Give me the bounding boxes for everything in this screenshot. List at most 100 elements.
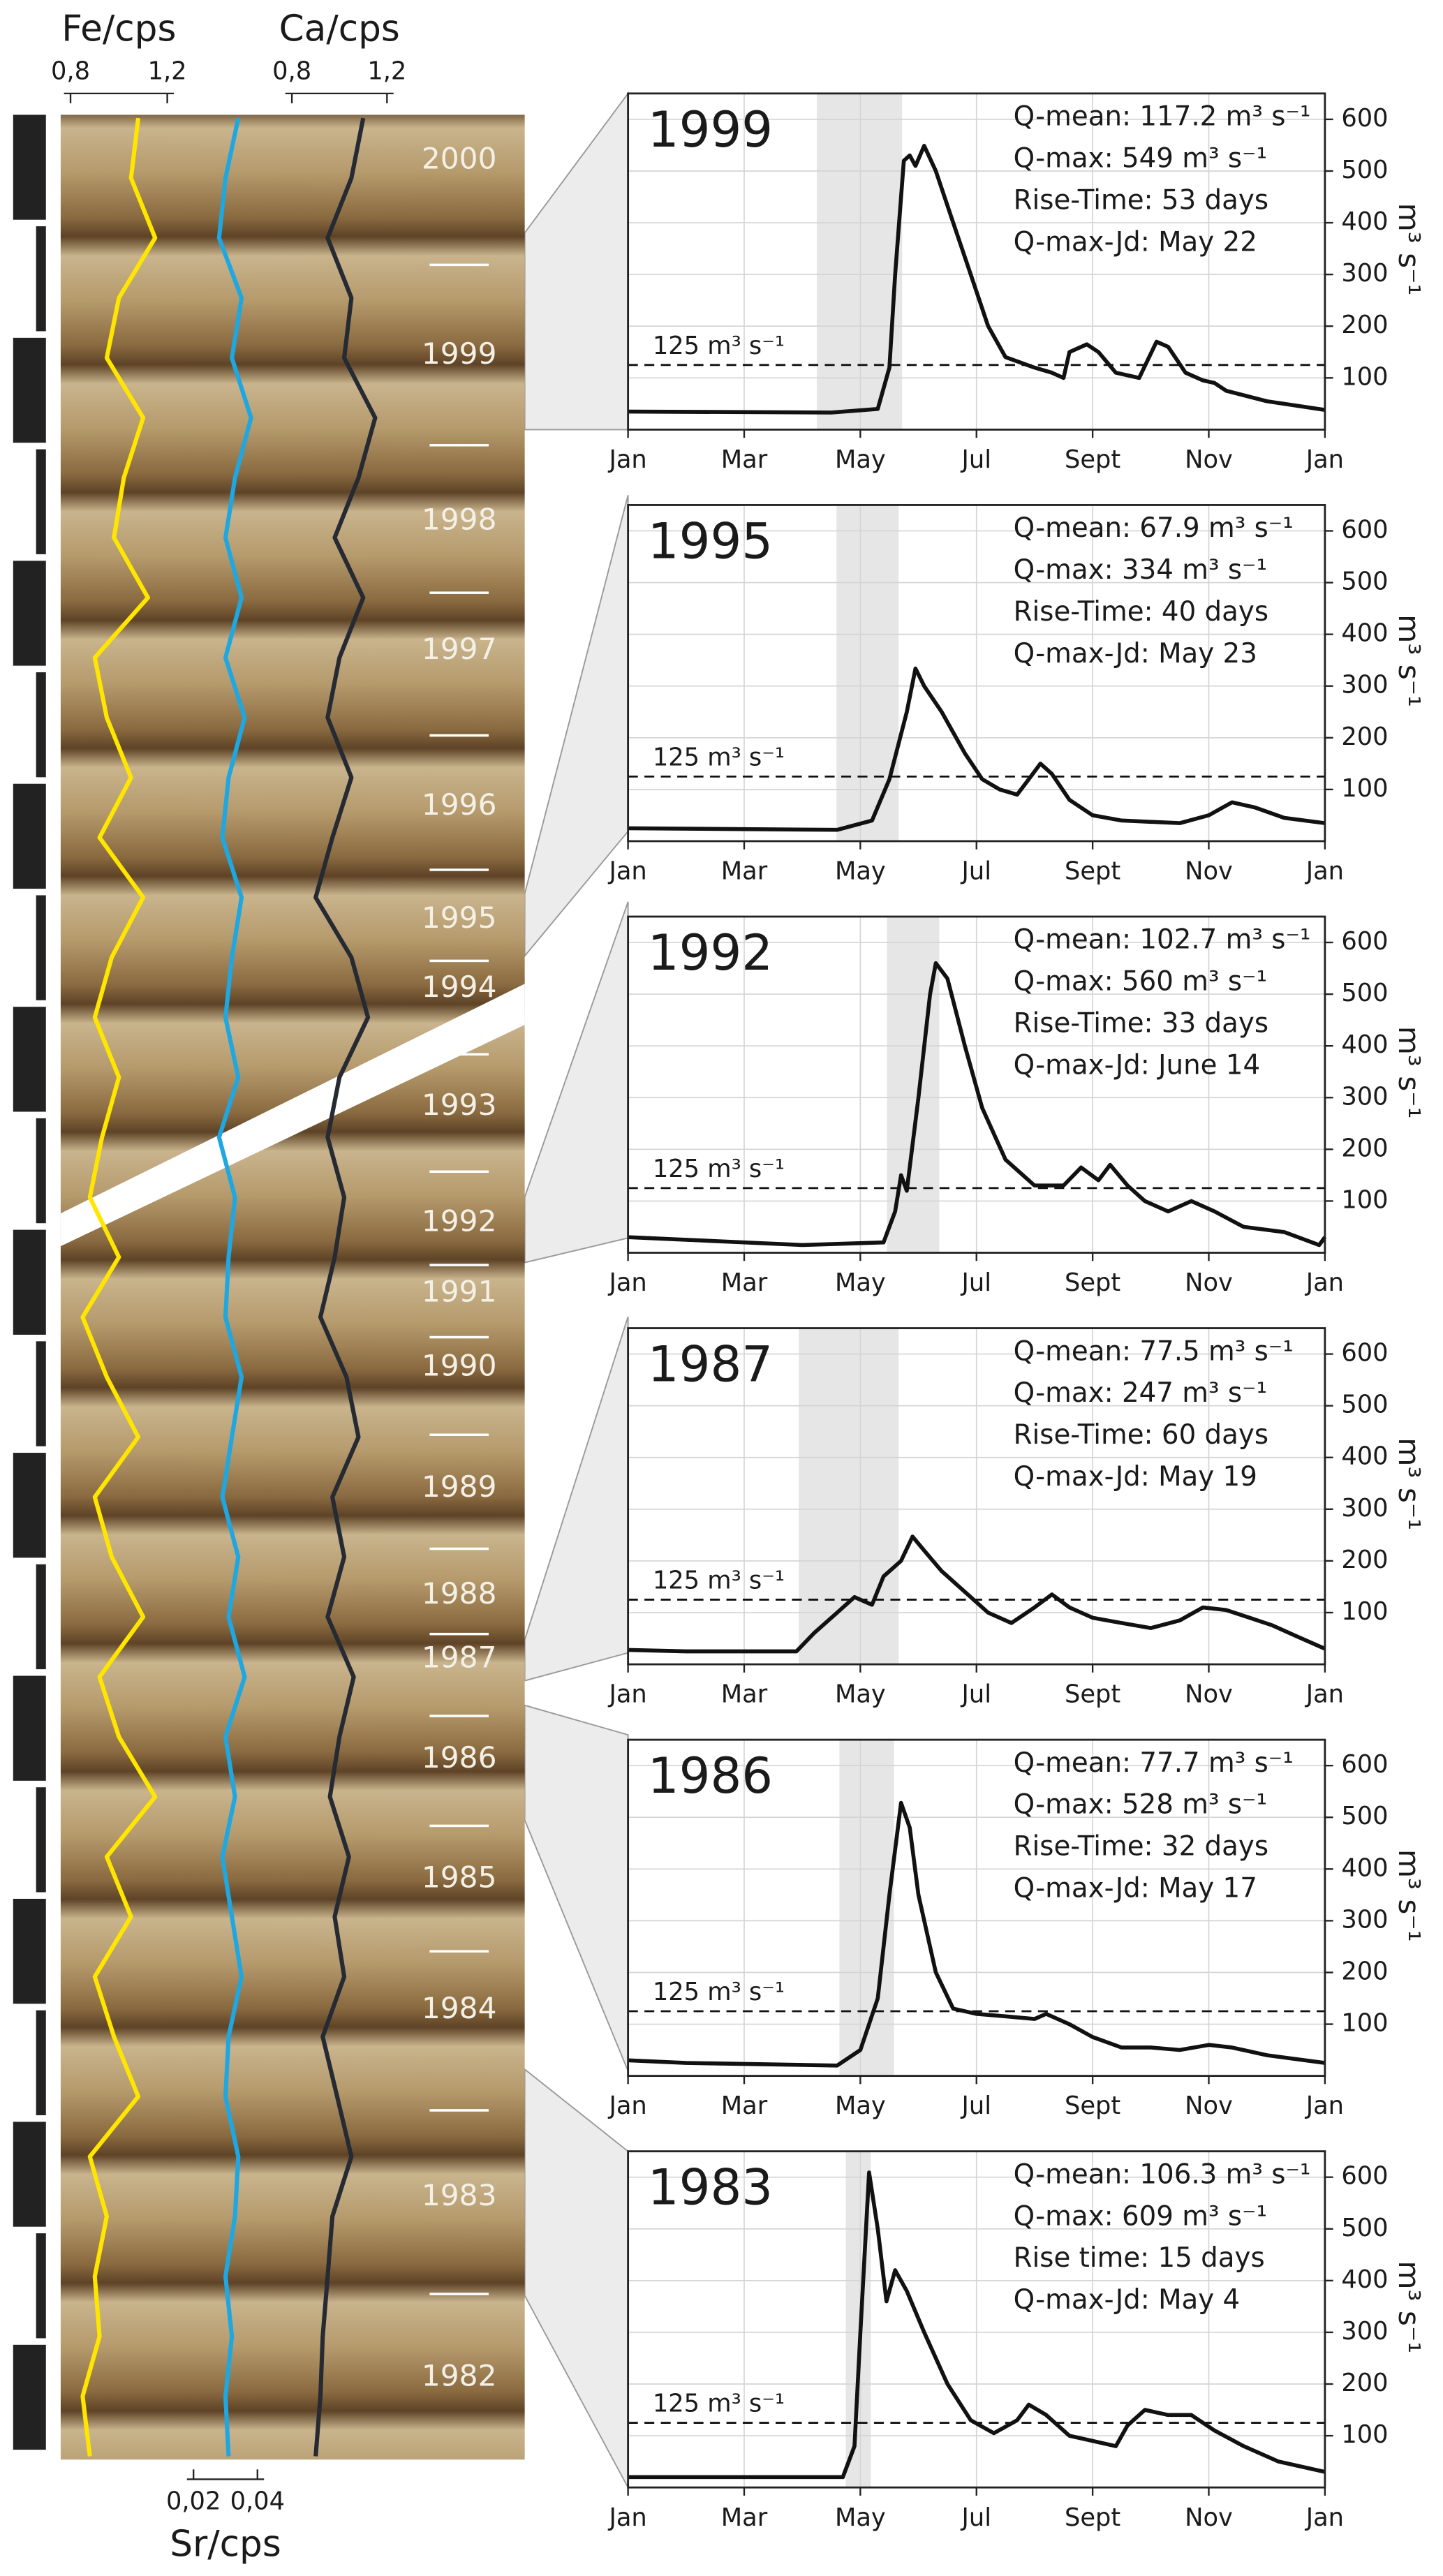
annotation: Rise-Time: 60 days bbox=[1014, 1419, 1268, 1451]
profile-line bbox=[313, 117, 378, 2457]
y-tick-label: 400 bbox=[1341, 2265, 1388, 2294]
x-tick-label: Jan bbox=[607, 1680, 646, 1709]
x-tick-label: Jan bbox=[1305, 2092, 1344, 2120]
scale-block bbox=[13, 114, 46, 220]
x-tick-label: Mar bbox=[721, 1680, 768, 1709]
scale-block bbox=[36, 2233, 46, 2339]
x-tick-label: Jan bbox=[1305, 2503, 1344, 2532]
scale-block bbox=[13, 783, 46, 889]
scale-block bbox=[13, 2122, 46, 2227]
y-axis-label: m³ s⁻¹ bbox=[1392, 1437, 1426, 1530]
plot-frame bbox=[627, 2150, 1326, 2489]
core-panel: 2000 1999 1998 1997 1996 1995 1994 1993 1992 1991… bbox=[13, 8, 497, 2566]
annotation: Rise-Time: 53 days bbox=[1014, 184, 1268, 216]
year-label: 1994 bbox=[422, 970, 497, 1004]
chart-title: 1995 bbox=[648, 512, 773, 570]
annotation: Q-mean: 77.7 m³ s⁻¹ bbox=[1014, 1747, 1294, 1779]
plot-frame bbox=[627, 1327, 1326, 1666]
y-tick-label: 600 bbox=[1341, 1339, 1388, 1368]
y-axis-label: m³ s⁻¹ bbox=[1392, 203, 1426, 296]
tick-label: 0,04 bbox=[230, 2487, 285, 2515]
scale-block bbox=[36, 672, 46, 778]
x-tick-label: Nov bbox=[1185, 445, 1233, 474]
x-tick-label: Jul bbox=[960, 1680, 991, 1709]
plot-frame bbox=[627, 1738, 1326, 2078]
year-label: 1987 bbox=[422, 1641, 497, 1675]
chart-title: 1986 bbox=[648, 1747, 773, 1805]
annotation: Q-mean: 67.9 m³ s⁻¹ bbox=[1014, 512, 1294, 544]
year-label: 1997 bbox=[422, 632, 497, 666]
scale-block bbox=[13, 1007, 46, 1112]
x-tick-label: Jul bbox=[960, 857, 991, 886]
chart-title: 1999 bbox=[648, 101, 773, 158]
y-tick-label: 500 bbox=[1341, 2214, 1388, 2242]
tick-label: 0,8 bbox=[51, 57, 90, 85]
plot-frame bbox=[627, 915, 1326, 1254]
annotation: Q-max-Jd: May 23 bbox=[1014, 638, 1257, 669]
year-label: 1996 bbox=[422, 787, 497, 822]
x-tick-label: May bbox=[835, 1268, 886, 1297]
tick-label: 1,2 bbox=[148, 57, 187, 85]
x-tick-label: Sept bbox=[1065, 857, 1120, 886]
threshold-label: 125 m³ s⁻¹ bbox=[653, 1978, 785, 2006]
year-label: 1988 bbox=[422, 1576, 497, 1611]
core-gap bbox=[60, 984, 525, 1247]
annotation: Rise-Time: 40 days bbox=[1014, 596, 1268, 628]
threshold-label: 125 m³ s⁻¹ bbox=[653, 2390, 785, 2418]
annotation: Q-max-Jd: May 4 bbox=[1014, 2284, 1241, 2316]
scale-block bbox=[13, 1898, 46, 2004]
annotation: Q-mean: 117.2 m³ s⁻¹ bbox=[1014, 101, 1311, 133]
discharge-line bbox=[628, 1800, 1326, 2068]
y-axis-label: m³ s⁻¹ bbox=[1392, 614, 1426, 707]
y-tick-label: 400 bbox=[1341, 207, 1388, 236]
axis-label: Fe/cps bbox=[61, 8, 176, 50]
tick-label: 0,8 bbox=[272, 57, 311, 85]
y-tick-label: 300 bbox=[1341, 1905, 1388, 1934]
scale-block bbox=[36, 1787, 46, 1893]
annotation: Q-max: 528 m³ s⁻¹ bbox=[1014, 1789, 1267, 1821]
y-tick-label: 200 bbox=[1341, 1134, 1388, 1162]
y-tick-label: 400 bbox=[1341, 1853, 1388, 1882]
annotation: Q-mean: 102.7 m³ s⁻¹ bbox=[1014, 924, 1311, 956]
y-tick-label: 100 bbox=[1341, 362, 1388, 391]
scale-block bbox=[36, 2010, 46, 2115]
y-axis-label: m³ s⁻¹ bbox=[1392, 2260, 1426, 2353]
x-tick-label: Sept bbox=[1065, 1268, 1120, 1297]
x-tick-label: May bbox=[835, 445, 886, 474]
x-tick-label: Mar bbox=[721, 857, 768, 886]
y-tick-label: 400 bbox=[1341, 1442, 1388, 1471]
axis-label: Ca/cps bbox=[279, 8, 400, 50]
x-tick-label: Nov bbox=[1185, 857, 1233, 886]
y-tick-label: 300 bbox=[1341, 2317, 1388, 2346]
x-tick-label: May bbox=[835, 2092, 886, 2120]
y-tick-label: 200 bbox=[1341, 2369, 1388, 2397]
scale-block bbox=[36, 226, 46, 332]
x-tick-label: Jan bbox=[1305, 857, 1344, 886]
x-tick-label: Jul bbox=[960, 2092, 991, 2120]
x-tick-label: Jan bbox=[607, 2503, 646, 2532]
threshold-label: 125 m³ s⁻¹ bbox=[653, 1567, 785, 1595]
tick-label: 1,2 bbox=[367, 57, 406, 85]
x-tick-label: Nov bbox=[1185, 1268, 1233, 1297]
rise-period bbox=[836, 505, 899, 841]
x-tick-label: Nov bbox=[1185, 1680, 1233, 1709]
x-tick-label: Jan bbox=[1305, 445, 1344, 474]
year-label: 1982 bbox=[422, 2358, 497, 2392]
scale-block bbox=[13, 337, 46, 443]
year-label: 1984 bbox=[422, 1991, 497, 2025]
y-tick-label: 600 bbox=[1341, 1750, 1388, 1779]
rise-period bbox=[799, 1328, 899, 1665]
y-tick-label: 300 bbox=[1341, 259, 1388, 288]
scale-block bbox=[36, 1341, 46, 1446]
annotation: Q-max: 334 m³ s⁻¹ bbox=[1014, 554, 1267, 586]
y-tick-label: 400 bbox=[1341, 1030, 1388, 1059]
annotation: Q-max-Jd: May 17 bbox=[1014, 1873, 1257, 1904]
scale-block bbox=[13, 1229, 46, 1335]
year-label: 2000 bbox=[422, 142, 497, 176]
annotation: Rise time: 15 days bbox=[1014, 2242, 1265, 2274]
x-tick-label: Mar bbox=[721, 2503, 768, 2532]
y-tick-label: 300 bbox=[1341, 671, 1388, 699]
x-tick-label: Mar bbox=[721, 445, 768, 474]
y-tick-label: 100 bbox=[1341, 774, 1388, 803]
profile-line bbox=[80, 117, 158, 2457]
